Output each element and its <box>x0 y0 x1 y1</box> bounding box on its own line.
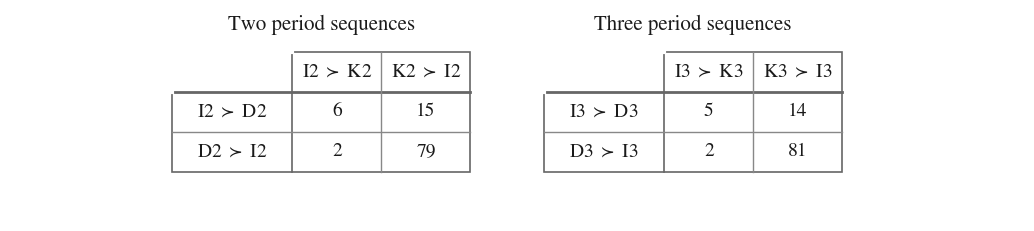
Text: 2: 2 <box>332 143 341 160</box>
Text: I3 $\succ$ D3: I3 $\succ$ D3 <box>570 103 639 120</box>
Text: D2 $\succ$ I2: D2 $\succ$ I2 <box>196 143 267 160</box>
Text: Two period sequences: Two period sequences <box>227 14 415 35</box>
Text: 15: 15 <box>417 103 435 120</box>
Bar <box>544 52 843 172</box>
Bar <box>172 52 470 172</box>
Bar <box>172 52 293 92</box>
Text: I2 $\succ$ K2: I2 $\succ$ K2 <box>302 63 372 80</box>
Text: Three period sequences: Three period sequences <box>595 14 792 35</box>
Text: I2 $\succ$ D2: I2 $\succ$ D2 <box>196 103 267 120</box>
Text: I3 $\succ$ K3: I3 $\succ$ K3 <box>674 63 743 80</box>
Bar <box>544 52 664 92</box>
Text: 79: 79 <box>416 143 435 160</box>
Text: K3 $\succ$ I3: K3 $\succ$ I3 <box>763 63 832 80</box>
Text: D3 $\succ$ I3: D3 $\succ$ I3 <box>570 143 639 160</box>
Text: 81: 81 <box>788 143 808 160</box>
Text: K2 $\succ$ I2: K2 $\succ$ I2 <box>391 63 461 80</box>
Text: 6: 6 <box>332 103 341 120</box>
Text: 14: 14 <box>788 103 808 120</box>
Text: 2: 2 <box>704 143 713 160</box>
Text: 5: 5 <box>704 103 713 120</box>
